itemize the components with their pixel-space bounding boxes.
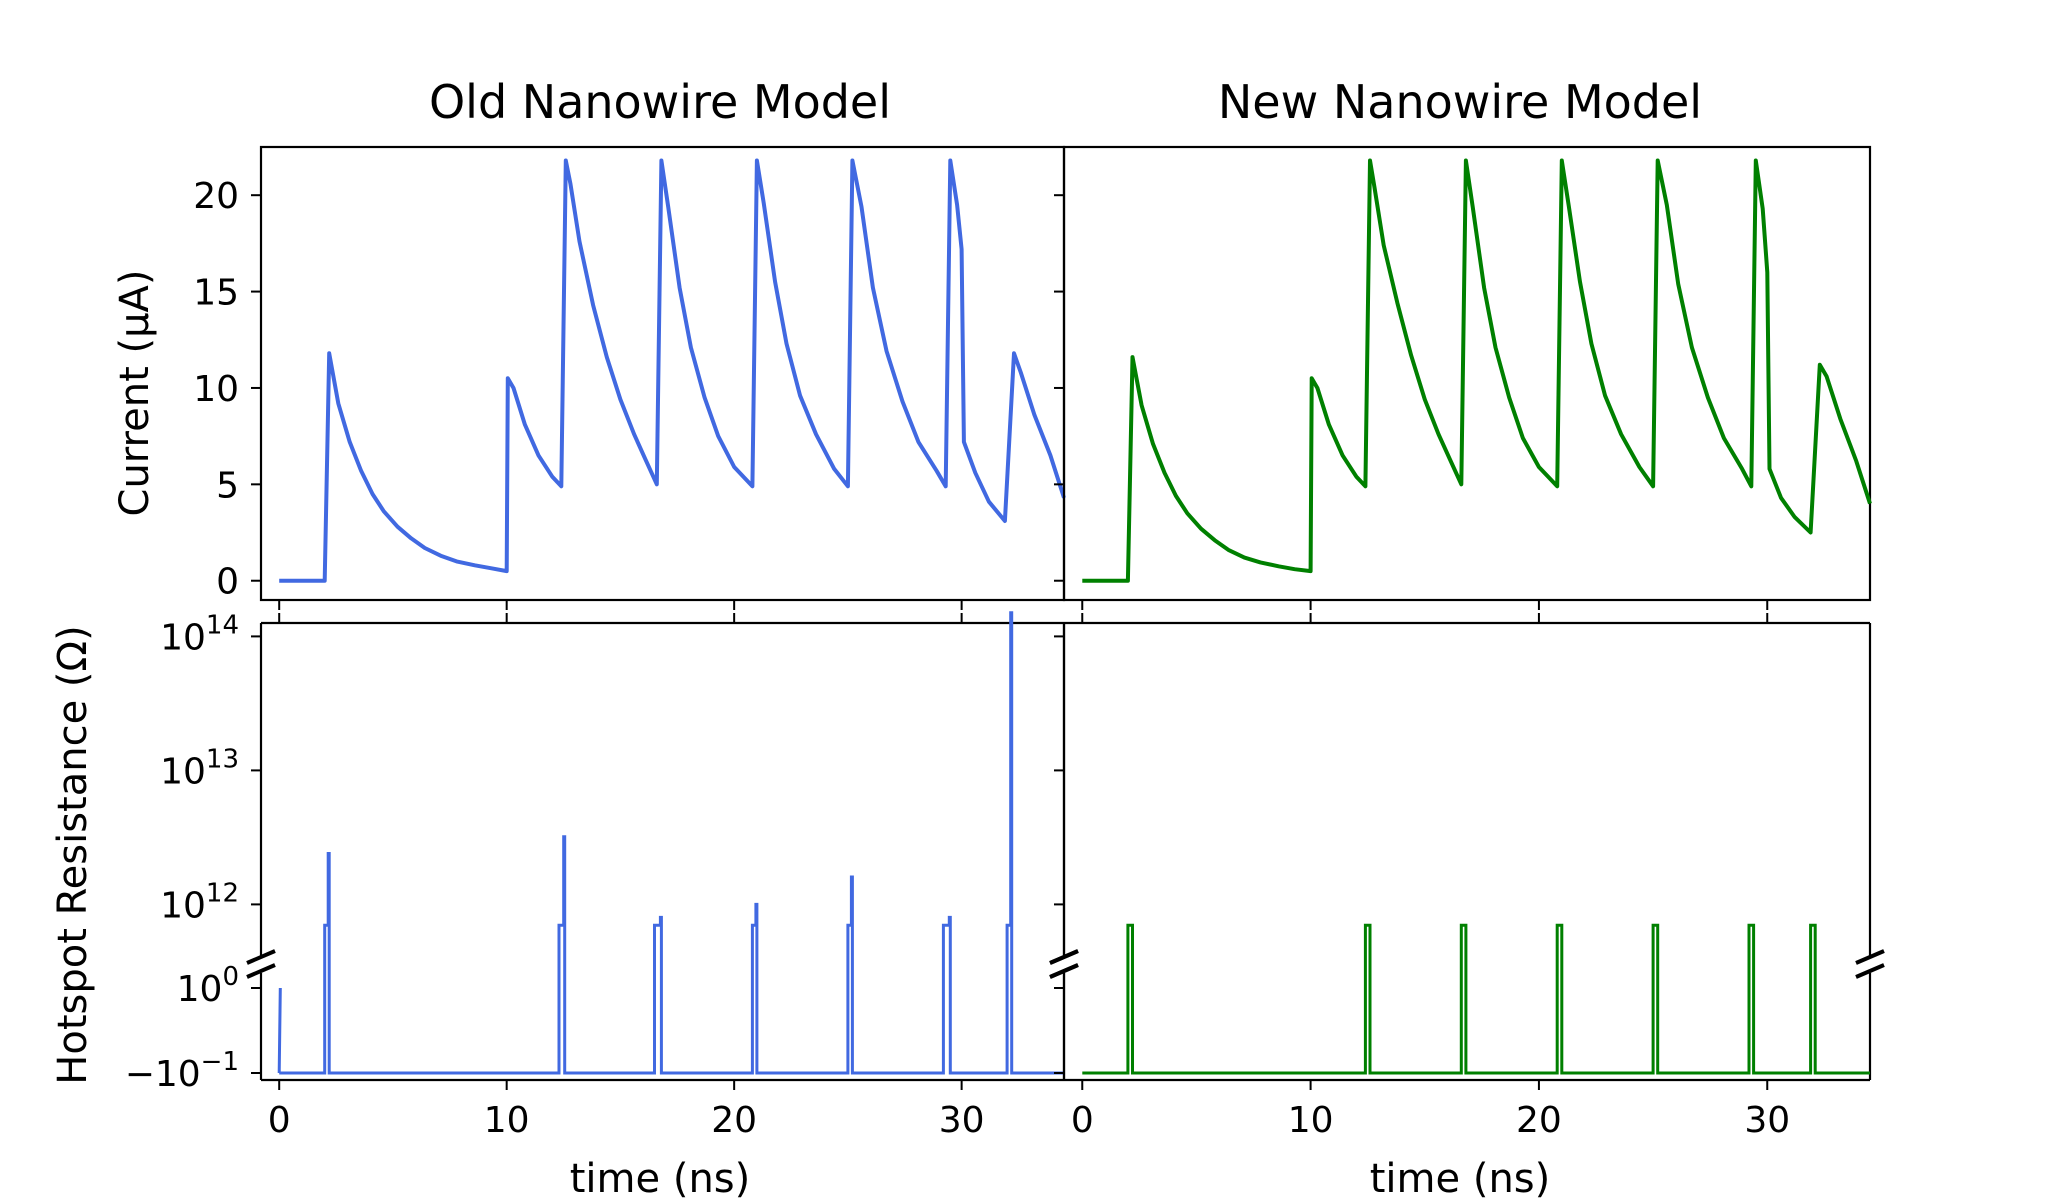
title-new-model: New Nanowire Model [1218,75,1702,129]
xlabel-right: time (ns) [1370,1156,1551,1200]
current-ytick-label-0: 0 [216,562,239,603]
ylabel-current: Current (μA) [112,270,158,517]
resistance-ytick-label-1: 1013 [160,744,239,792]
resistance-xtick-label-0-2: 20 [711,1100,757,1141]
resistance-ytick-label-0: 1014 [160,610,239,658]
resistance-ytick-label-2: 1012 [160,878,239,926]
resistance-xtick-label-1-0: 0 [1071,1100,1094,1141]
current-series-line-1 [1082,158,1872,583]
axis-break-mark-1-1-b [1855,963,1885,979]
resistance-ytick-label-4: −10−1 [125,1047,239,1095]
resistance-xtick-label-0-1: 10 [484,1100,530,1141]
current-ytick-label-1: 5 [216,465,239,506]
resistance-xtick-label-1-2: 20 [1516,1100,1562,1141]
current-axes-frame-1 [1062,145,1872,602]
ylabel-resistance: Hotspot Resistance (Ω) [50,625,96,1084]
current-ytick-label-2: 10 [193,369,239,410]
current-ytick-label-3: 15 [193,273,239,314]
panels: 0 5 10 15 20 1014 1013 1012 100 −10−1 0 10 20 30 0 10 20… [125,145,1885,1141]
axis-break-mark-1-0-a [1049,949,1079,965]
axis-break-mark-0-0-b [246,963,276,979]
current-series-line-0 [279,158,1066,583]
resistance-xtick-label-1-1: 10 [1288,1100,1334,1141]
axis-break-mark-1-1-a [1855,949,1885,965]
xlabel-left: time (ns) [570,1156,751,1200]
title-old-model: Old Nanowire Model [429,75,891,129]
axis-break-mark-1-0-b [1049,963,1079,979]
resistance-xtick-label-1-3: 30 [1744,1100,1790,1141]
resistance-ytick-label-3: 100 [177,962,239,1010]
resistance-series-line-0 [277,611,1064,1075]
resistance-xtick-label-0-0: 0 [268,1100,291,1141]
resistance-series-line-1 [1082,923,1870,1075]
resistance-xtick-label-0-3: 30 [939,1100,985,1141]
current-ytick-label-4: 20 [193,176,239,217]
axis-break-mark-0-0-a [246,949,276,965]
